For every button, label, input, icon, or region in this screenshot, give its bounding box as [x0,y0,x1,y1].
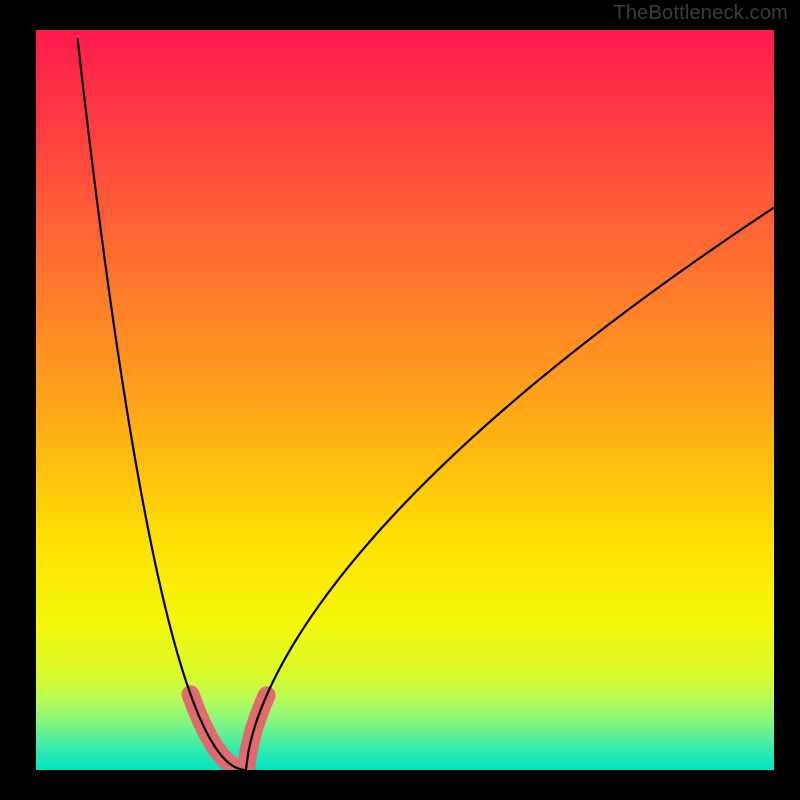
plot-svg [36,30,774,770]
plot-area [36,30,774,770]
plot-background [36,30,774,770]
figure-root: TheBottleneck.com [0,0,800,800]
watermark-text: TheBottleneck.com [613,2,788,25]
